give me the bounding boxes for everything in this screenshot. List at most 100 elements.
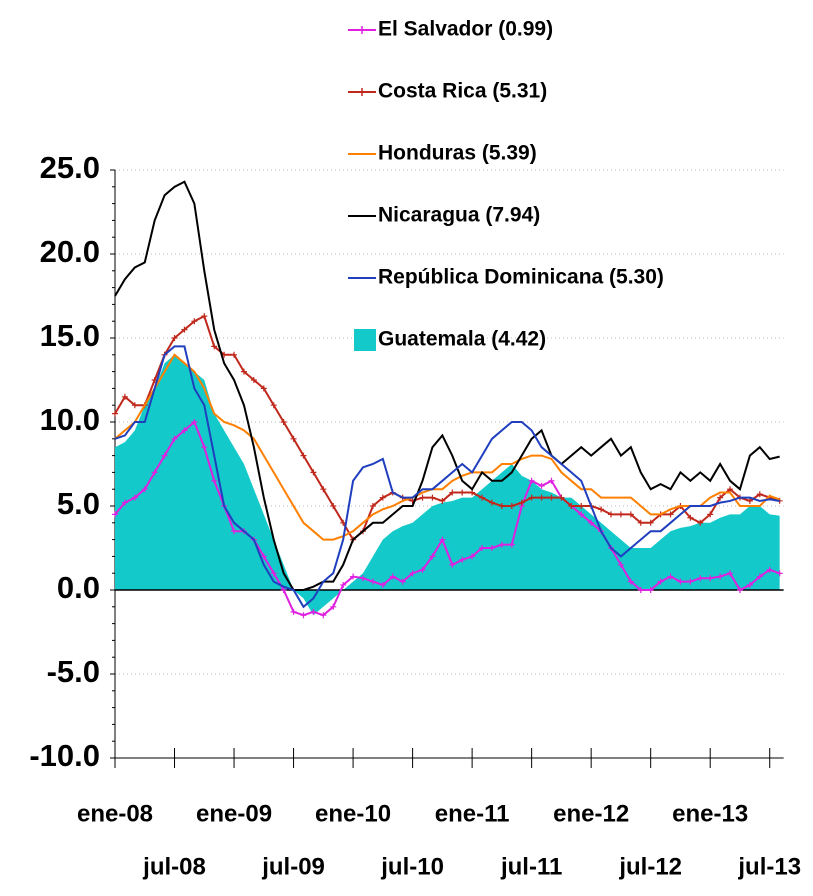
x-tick-label: jul-08 — [142, 853, 206, 880]
legend-label: Costa Rica (5.31) — [378, 80, 547, 103]
legend-label: Nicaragua (7.94) — [378, 204, 540, 227]
marker — [707, 575, 714, 582]
marker — [211, 477, 218, 484]
marker — [340, 581, 347, 588]
marker — [171, 435, 178, 442]
marker — [171, 335, 178, 341]
y-tick-label: 10.0 — [40, 402, 100, 437]
marker — [389, 573, 396, 580]
marker — [369, 503, 376, 509]
marker — [161, 452, 168, 459]
y-tick-label: 25.0 — [40, 150, 100, 185]
x-tick-label: jul-09 — [261, 853, 325, 880]
marker — [488, 545, 495, 551]
marker — [360, 575, 366, 582]
marker — [112, 410, 118, 417]
x-tick-label: jul-10 — [380, 853, 444, 880]
marker — [469, 489, 476, 496]
marker — [290, 608, 297, 615]
marker — [231, 528, 238, 535]
marker — [727, 486, 734, 493]
marker — [637, 519, 644, 526]
marker — [717, 494, 724, 501]
marker — [379, 494, 386, 501]
marker — [756, 491, 763, 498]
marker — [310, 469, 317, 476]
marker — [479, 545, 486, 551]
legend-label: Guatemala (4.42) — [378, 328, 546, 351]
marker — [211, 343, 218, 350]
marker — [350, 573, 357, 580]
marker — [181, 326, 188, 333]
legend-marker — [358, 88, 366, 96]
marker — [320, 486, 327, 493]
marker — [746, 581, 753, 588]
marker — [280, 419, 287, 425]
marker — [727, 570, 734, 577]
legend-label: Honduras (5.39) — [378, 142, 537, 165]
marker — [608, 511, 614, 518]
marker — [697, 519, 704, 526]
marker — [409, 570, 416, 577]
x-tick-label: ene-11 — [435, 800, 510, 827]
marker — [538, 482, 545, 489]
y-tick-label: -5.0 — [47, 654, 100, 689]
marker — [498, 541, 505, 548]
marker — [627, 511, 634, 518]
legend-swatch — [354, 329, 376, 351]
marker — [330, 603, 337, 610]
marker — [112, 511, 118, 518]
marker — [637, 587, 644, 593]
marker — [667, 573, 674, 580]
marker — [369, 578, 376, 585]
marker — [528, 494, 535, 501]
marker — [548, 477, 555, 484]
x-tick-label: jul-12 — [618, 853, 682, 880]
marker — [260, 553, 267, 560]
x-tick-label: ene-08 — [77, 800, 153, 827]
legend-marker — [358, 26, 366, 34]
marker — [439, 497, 446, 504]
marker — [231, 351, 238, 358]
marker — [419, 566, 426, 573]
marker — [201, 444, 208, 451]
marker — [151, 469, 158, 476]
marker — [657, 578, 664, 585]
marker — [121, 499, 128, 506]
marker — [776, 570, 783, 577]
marker — [449, 489, 456, 496]
marker — [578, 511, 585, 518]
marker — [647, 587, 654, 593]
marker — [568, 503, 575, 509]
marker — [538, 494, 545, 501]
marker — [479, 494, 486, 501]
marker — [181, 427, 188, 434]
line — [114, 180, 780, 591]
marker — [647, 519, 654, 526]
line — [114, 353, 780, 541]
marker — [558, 494, 565, 501]
marker — [459, 556, 466, 563]
marker — [548, 494, 555, 501]
marker — [488, 499, 495, 506]
marker — [270, 402, 277, 409]
marker — [518, 499, 525, 506]
marker — [429, 494, 436, 501]
marker — [508, 541, 515, 548]
x-tick-label: ene-10 — [315, 800, 391, 827]
marker — [260, 385, 267, 392]
marker — [121, 393, 128, 400]
marker — [508, 503, 515, 509]
marker — [191, 318, 198, 325]
marker — [667, 511, 674, 518]
y-tick-label: -10.0 — [29, 738, 100, 773]
y-tick-label: 15.0 — [40, 318, 100, 353]
marker — [528, 477, 535, 484]
marker — [300, 452, 307, 459]
line — [114, 345, 780, 609]
marker — [320, 612, 327, 619]
marker — [578, 503, 585, 509]
x-tick-label: jul-13 — [737, 853, 801, 880]
y-tick-label: 5.0 — [57, 486, 100, 521]
